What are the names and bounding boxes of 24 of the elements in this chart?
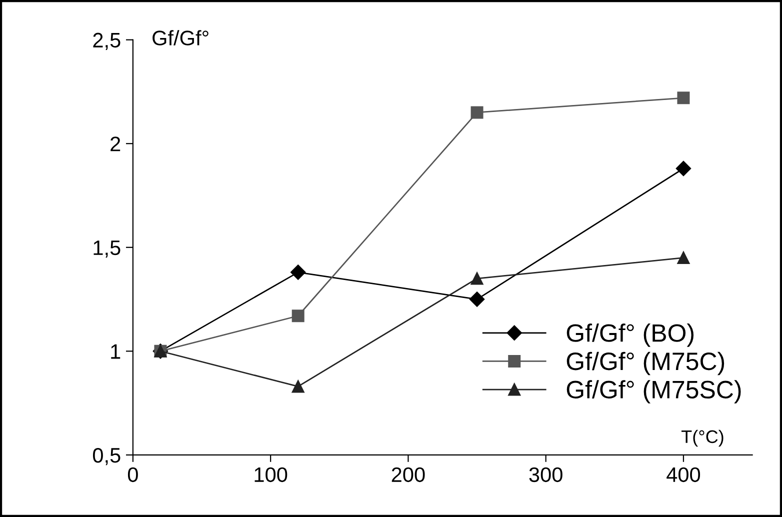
point	[292, 380, 304, 393]
point	[470, 106, 484, 119]
point	[676, 160, 692, 176]
y-tick-label: 2,5	[93, 32, 120, 50]
legend-label: Gf/Gf° (BO)	[566, 324, 694, 347]
y-tick-label: 1	[111, 344, 120, 359]
legend-label: Gf/Gf° (M75C)	[566, 352, 724, 376]
x-tick-label: 200	[392, 467, 425, 482]
y-tick-label: 1,5	[94, 240, 120, 258]
point	[469, 292, 485, 307]
x-tick-label: 400	[666, 467, 700, 482]
legend-label: Gf/Gf° (M75SC)	[566, 380, 741, 404]
point	[290, 264, 306, 280]
point	[677, 252, 690, 264]
x-tick-label: 300	[529, 467, 562, 482]
x-tick-label: 100	[254, 467, 288, 482]
y-tick-label: 0,5	[92, 448, 120, 466]
point	[292, 310, 304, 322]
y-axis-title: Gf/Gf°	[152, 30, 208, 46]
point	[677, 92, 690, 104]
x-tick-label: 0	[128, 467, 138, 482]
y-tick-label: 2	[110, 136, 120, 152]
point	[470, 272, 484, 285]
x-axis-title: T(°C)	[681, 430, 724, 447]
